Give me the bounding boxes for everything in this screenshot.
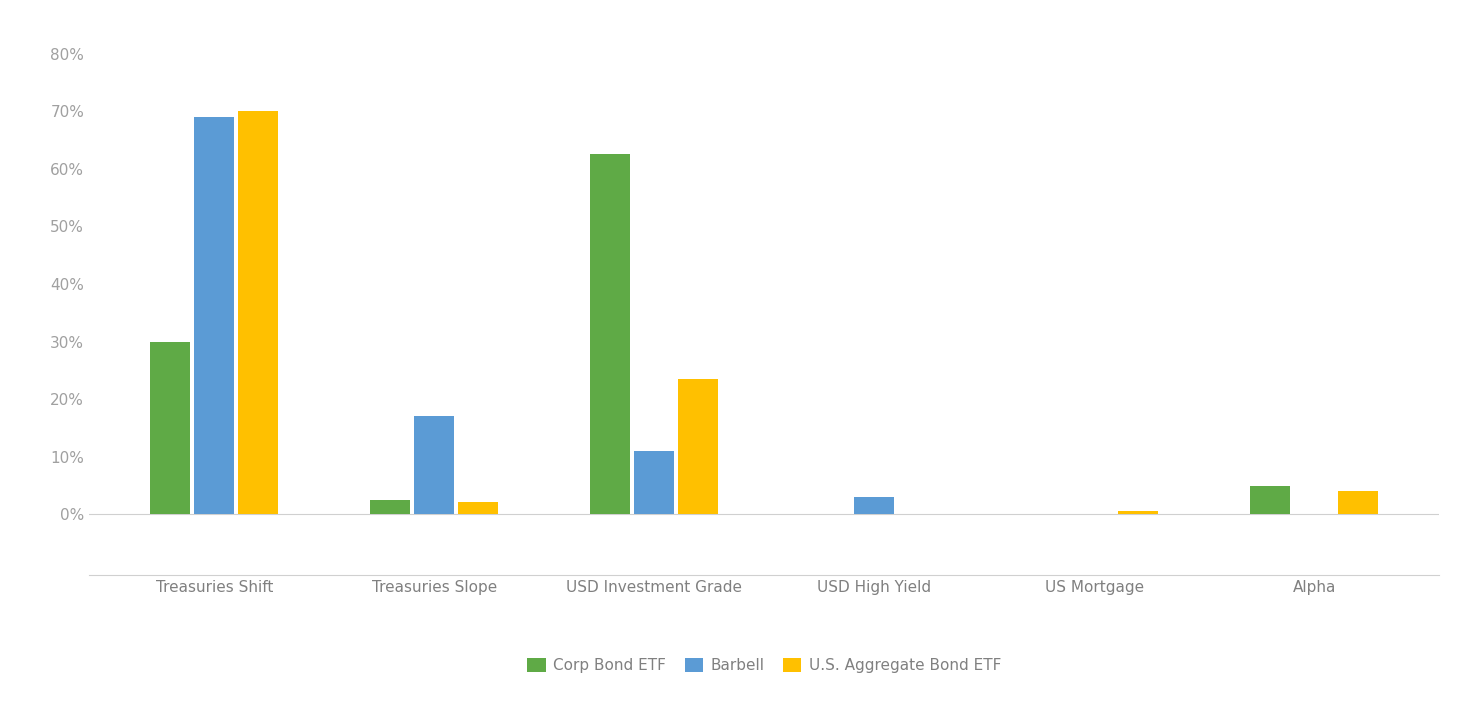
Bar [371,500,410,515]
Bar [414,416,454,515]
Bar [591,154,631,515]
Bar [459,502,499,515]
Bar [635,451,674,515]
Legend: Corp Bond ETF, Barbell, U.S. Aggregate Bond ETF: Corp Bond ETF, Barbell, U.S. Aggregate B… [521,652,1008,679]
Bar [239,111,278,515]
Bar [678,379,718,515]
Bar [194,117,234,515]
Bar [1251,486,1290,515]
Bar [1119,512,1158,515]
Bar [150,341,190,515]
Bar [855,497,893,515]
Bar [1339,491,1379,515]
